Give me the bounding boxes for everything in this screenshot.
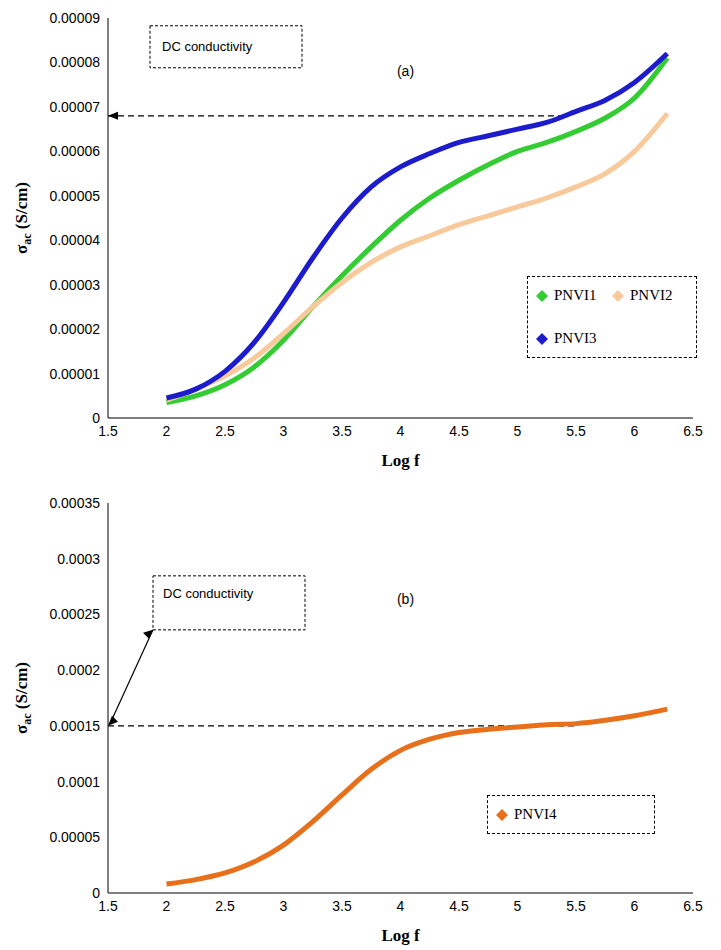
svg-text:4: 4 xyxy=(397,423,405,439)
svg-text:1.5: 1.5 xyxy=(98,898,118,914)
svg-text:0.0002: 0.0002 xyxy=(57,662,100,678)
svg-text:0.00002: 0.00002 xyxy=(49,321,100,337)
svg-text:4.5: 4.5 xyxy=(449,898,469,914)
svg-text:Log f: Log f xyxy=(381,926,420,945)
svg-text:0.00009: 0.00009 xyxy=(49,10,100,26)
svg-text:5.5: 5.5 xyxy=(566,898,586,914)
svg-text:0.00007: 0.00007 xyxy=(49,99,100,115)
html-text:PNVI1: PNVI1 xyxy=(554,287,597,303)
svg-text:1.5: 1.5 xyxy=(98,423,118,439)
svg-text:6.5: 6.5 xyxy=(683,898,703,914)
html-text:(b): (b) xyxy=(396,591,415,607)
svg-text:6: 6 xyxy=(631,423,639,439)
svg-text:0.00006: 0.00006 xyxy=(49,143,100,159)
svg-text:0.00035: 0.00035 xyxy=(49,495,100,511)
svg-text:Log f: Log f xyxy=(381,451,420,470)
svg-text:0.00005: 0.00005 xyxy=(49,829,100,845)
svg-text:0: 0 xyxy=(92,410,100,426)
svg-text:3: 3 xyxy=(280,898,288,914)
svg-text:DC conductivity: DC conductivity xyxy=(162,39,253,54)
svg-text:0.00003: 0.00003 xyxy=(49,277,100,293)
svg-text:2: 2 xyxy=(163,898,171,914)
svg-text:0: 0 xyxy=(92,885,100,901)
svg-text:2.5: 2.5 xyxy=(215,898,235,914)
svg-text:0.0003: 0.0003 xyxy=(57,551,100,567)
svg-text:6: 6 xyxy=(631,898,639,914)
svg-text:0.00001: 0.00001 xyxy=(49,366,100,382)
svg-text:2: 2 xyxy=(163,423,171,439)
svg-text:5: 5 xyxy=(514,898,522,914)
svg-text:6.5: 6.5 xyxy=(683,423,703,439)
html-text:PNVI2: PNVI2 xyxy=(630,287,673,303)
svg-text:0.00005: 0.00005 xyxy=(49,188,100,204)
svg-text:0.00025: 0.00025 xyxy=(49,606,100,622)
html-text:PNVI3: PNVI3 xyxy=(554,330,597,346)
svg-text:4: 4 xyxy=(397,898,405,914)
svg-text:0.00004: 0.00004 xyxy=(49,232,100,248)
svg-text:3.5: 3.5 xyxy=(332,898,352,914)
html-text:PNVI4: PNVI4 xyxy=(514,806,557,822)
svg-text:σac (S/cm): σac (S/cm) xyxy=(12,182,34,254)
svg-text:3.5: 3.5 xyxy=(332,423,352,439)
svg-text:5.5: 5.5 xyxy=(566,423,586,439)
svg-text:DC conductivity: DC conductivity xyxy=(163,586,254,601)
svg-text:0.00008: 0.00008 xyxy=(49,54,100,70)
html-text:(a): (a) xyxy=(396,63,415,79)
svg-text:5: 5 xyxy=(514,423,522,439)
svg-text:0.0001: 0.0001 xyxy=(57,774,100,790)
svg-text:σac (S/cm): σac (S/cm) xyxy=(12,662,34,734)
svg-text:0.00015: 0.00015 xyxy=(49,718,100,734)
svg-text:2.5: 2.5 xyxy=(215,423,235,439)
svg-text:3: 3 xyxy=(280,423,288,439)
svg-text:4.5: 4.5 xyxy=(449,423,469,439)
